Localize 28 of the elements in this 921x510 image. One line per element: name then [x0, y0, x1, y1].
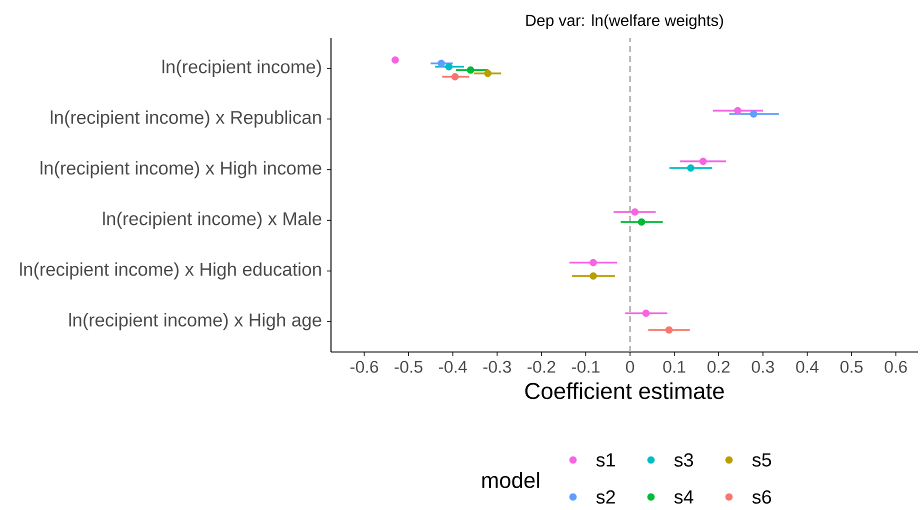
x-tick-label: -0.1 — [572, 360, 600, 373]
y-tick-label: ln(recipient income) x Republican — [50, 110, 321, 128]
legend-title: model — [482, 472, 540, 488]
y-tick-label: ln(recipient income) x High income — [40, 161, 322, 178]
y-tick-label: ln(recipient income) x High age — [69, 313, 322, 330]
legend-label: s1 — [596, 453, 615, 467]
x-tick-label: 0.3 — [752, 360, 774, 373]
x-tick-label: 0 — [626, 360, 634, 373]
y-tick-label: ln(recipient income) x Male — [103, 212, 322, 229]
x-tick-label: -0.3 — [483, 360, 511, 373]
legend-label: s5 — [752, 453, 772, 467]
x-axis-title: Coefficient estimate — [525, 382, 724, 400]
x-tick-label: -0.4 — [438, 360, 467, 373]
x-tick-label: 0.5 — [840, 360, 863, 373]
x-tick-label: 0.2 — [708, 360, 730, 373]
legend-label: s2 — [596, 490, 615, 504]
x-tick-label: 0.4 — [796, 360, 819, 373]
x-tick-label: 0.6 — [884, 360, 907, 373]
x-tick-label: -0.5 — [394, 360, 422, 373]
x-tick-label: 0.1 — [663, 360, 686, 373]
legend-label: s4 — [674, 490, 694, 504]
x-tick-label: -0.2 — [528, 360, 556, 373]
x-tick-label: -0.6 — [350, 360, 378, 373]
y-tick-label: ln(recipient income) — [162, 60, 321, 77]
y-tick-label: ln(recipient income) x High education — [20, 262, 321, 280]
legend-label: s6 — [752, 490, 771, 504]
legend-label: s3 — [674, 453, 693, 467]
chart-title: Dep var: ln(welfare weights) — [526, 14, 723, 30]
